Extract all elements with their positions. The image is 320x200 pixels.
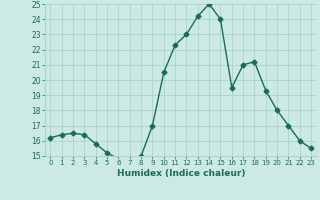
X-axis label: Humidex (Indice chaleur): Humidex (Indice chaleur) [116, 169, 245, 178]
